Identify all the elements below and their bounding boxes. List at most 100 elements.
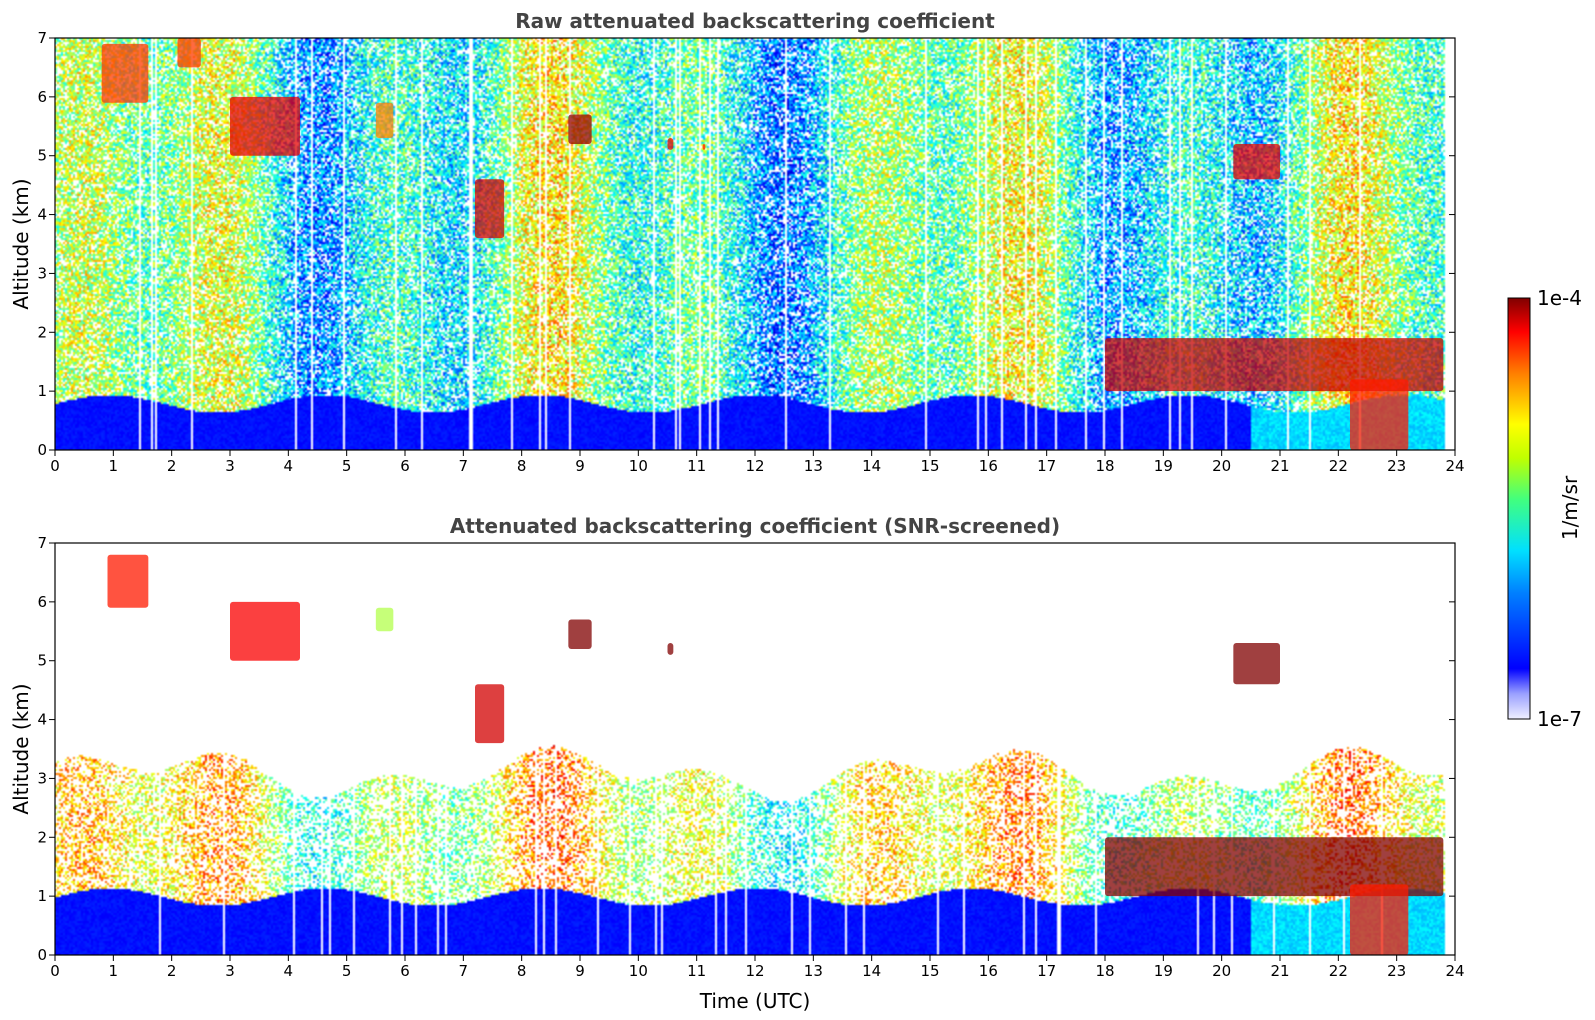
- top-x-tick-label-20: 20: [1212, 457, 1231, 475]
- top-x-tick-label-22: 22: [1329, 457, 1348, 475]
- top-x-tick-label-13: 13: [804, 457, 823, 475]
- top-cloud-feature-10: [1350, 379, 1409, 450]
- bottom-feature-layer: [107, 554, 1444, 955]
- top-x-tick-label-19: 19: [1154, 457, 1173, 475]
- top-x-tick-label-18: 18: [1095, 457, 1114, 475]
- top-y-axis-label: Altitude (km): [9, 178, 33, 309]
- top-cloud-feature-6: [667, 138, 674, 150]
- top-x-tick-label-1: 1: [109, 457, 119, 475]
- bottom-x-tick-label-24: 24: [1445, 962, 1464, 980]
- colorbar-max-label: 1e-4: [1537, 286, 1582, 310]
- top-cloud-feature-9: [1105, 338, 1444, 392]
- top-x-tick-label-11: 11: [687, 457, 706, 475]
- top-y-tick-label-7: 7: [37, 29, 47, 47]
- bottom-x-tick-label-9: 9: [575, 962, 585, 980]
- top-y-tick-label-1: 1: [37, 382, 47, 400]
- top-feature-layer: [101, 38, 1444, 450]
- bottom-x-tick-label-6: 6: [400, 962, 410, 980]
- top-x-tick-label-14: 14: [862, 457, 881, 475]
- top-cloud-feature-2: [230, 96, 300, 156]
- top-x-tick-label-7: 7: [459, 457, 469, 475]
- bottom-cloud-feature-2: [375, 607, 394, 632]
- colorbar-min-label: 1e-7: [1537, 707, 1582, 731]
- top-x-tick-label-4: 4: [284, 457, 294, 475]
- top-x-tick-label-23: 23: [1387, 457, 1406, 475]
- bottom-x-tick-label-13: 13: [804, 962, 823, 980]
- bottom-cloud-feature-4: [568, 619, 592, 649]
- top-x-tick-label-10: 10: [629, 457, 648, 475]
- bottom-y-tick-label-7: 7: [37, 534, 47, 552]
- bottom-cloud-feature-8: [1350, 884, 1409, 955]
- top-cloud-feature-4: [475, 179, 505, 239]
- bottom-y-tick-label-2: 2: [37, 828, 47, 846]
- bottom-y-tick-label-0: 0: [37, 946, 47, 964]
- colorbar-unit-label: 1/m/sr: [1558, 475, 1582, 540]
- top-panel: Raw attenuated backscattering coefficien…: [9, 9, 1465, 475]
- top-x-tick-label-24: 24: [1445, 457, 1464, 475]
- bottom-cloud-feature-6: [1233, 643, 1280, 685]
- bottom-x-ticks: 0 1 2 3 4 5 6 7 8 9 10 11 12 13 14 15 16 17 18 19 20 21 22 23 24: [50, 955, 1465, 980]
- top-cloud-feature-7: [702, 143, 706, 150]
- bottom-cloud-feature-3: [475, 684, 505, 744]
- bottom-x-tick-label-18: 18: [1095, 962, 1114, 980]
- top-x-tick-label-8: 8: [517, 457, 527, 475]
- bottom-x-tick-label-21: 21: [1270, 962, 1289, 980]
- bottom-x-tick-label-17: 17: [1037, 962, 1056, 980]
- bottom-x-tick-label-12: 12: [745, 962, 764, 980]
- bottom-panel: Attenuated backscattering coefficient (S…: [9, 514, 1465, 1013]
- top-y-tick-label-4: 4: [37, 206, 47, 224]
- top-x-tick-label-0: 0: [50, 457, 60, 475]
- bottom-y-ticks: 0 1 2 3 4 5 6 7: [37, 534, 1455, 964]
- bottom-x-tick-label-1: 1: [109, 962, 119, 980]
- bottom-y-tick-label-4: 4: [37, 711, 47, 729]
- top-cloud-feature-1: [177, 38, 201, 68]
- bottom-x-tick-label-7: 7: [459, 962, 469, 980]
- bottom-y-axis-label: Altitude (km): [9, 683, 33, 814]
- top-x-tick-label-17: 17: [1037, 457, 1056, 475]
- bottom-x-tick-label-2: 2: [167, 962, 177, 980]
- top-y-tick-label-6: 6: [37, 88, 47, 106]
- top-cloud-feature-8: [1233, 143, 1280, 180]
- bottom-cloud-feature-5: [667, 643, 674, 655]
- bottom-x-tick-label-23: 23: [1387, 962, 1406, 980]
- top-x-tick-label-21: 21: [1270, 457, 1289, 475]
- bottom-x-tick-label-16: 16: [979, 962, 998, 980]
- top-y-ticks: 0 1 2 3 4 5 6 7: [37, 29, 1455, 459]
- x-axis-label: Time (UTC): [699, 989, 811, 1013]
- bottom-panel-title: Attenuated backscattering coefficient (S…: [450, 514, 1060, 538]
- top-y-tick-label-5: 5: [37, 147, 47, 165]
- top-x-tick-label-12: 12: [745, 457, 764, 475]
- bottom-x-tick-label-20: 20: [1212, 962, 1231, 980]
- bottom-x-tick-label-10: 10: [629, 962, 648, 980]
- top-cloud-feature-5: [568, 114, 592, 144]
- bottom-cloud-feature-0: [107, 554, 149, 608]
- bottom-y-tick-label-3: 3: [37, 769, 47, 787]
- top-y-tick-label-2: 2: [37, 323, 47, 341]
- bottom-x-tick-label-3: 3: [225, 962, 235, 980]
- top-y-tick-label-3: 3: [37, 264, 47, 282]
- bottom-x-tick-label-5: 5: [342, 962, 352, 980]
- bottom-x-tick-label-19: 19: [1154, 962, 1173, 980]
- bottom-y-tick-label-5: 5: [37, 652, 47, 670]
- bottom-x-tick-label-11: 11: [687, 962, 706, 980]
- bottom-x-tick-label-22: 22: [1329, 962, 1348, 980]
- top-x-tick-label-5: 5: [342, 457, 352, 475]
- top-x-tick-label-15: 15: [920, 457, 939, 475]
- top-x-tick-label-9: 9: [575, 457, 585, 475]
- bottom-y-tick-label-6: 6: [37, 593, 47, 611]
- top-x-tick-label-6: 6: [400, 457, 410, 475]
- colorbar-gradient: [1507, 297, 1531, 720]
- top-cloud-feature-0: [101, 43, 149, 103]
- top-y-tick-label-0: 0: [37, 441, 47, 459]
- top-panel-title: Raw attenuated backscattering coefficien…: [515, 9, 995, 33]
- bottom-x-tick-label-14: 14: [862, 962, 881, 980]
- top-x-tick-label-3: 3: [225, 457, 235, 475]
- bottom-cloud-feature-7: [1105, 837, 1444, 897]
- top-x-tick-label-16: 16: [979, 457, 998, 475]
- top-cloud-feature-3: [375, 102, 394, 139]
- bottom-y-tick-label-1: 1: [37, 887, 47, 905]
- bottom-x-tick-label-15: 15: [920, 962, 939, 980]
- bottom-x-tick-label-4: 4: [284, 962, 294, 980]
- bottom-x-tick-label-8: 8: [517, 962, 527, 980]
- colorbar: 1e-4 1e-7 1/m/sr: [1507, 286, 1582, 731]
